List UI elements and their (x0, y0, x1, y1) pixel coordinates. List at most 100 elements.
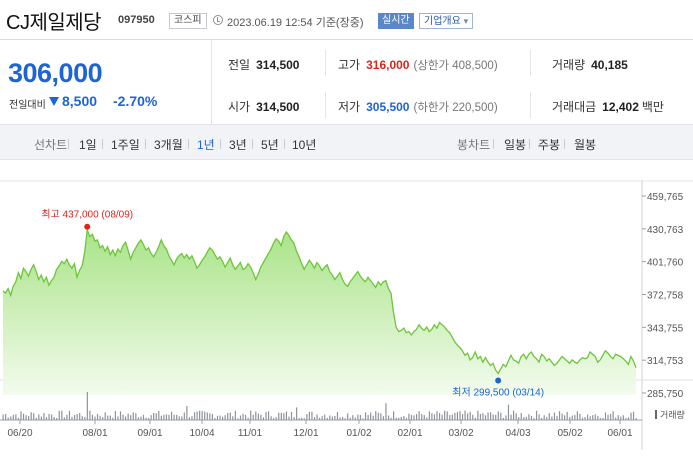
realtime-button[interactable]: 실시간 (378, 13, 414, 29)
x-tick-label: 09/01 (137, 428, 162, 439)
y-tick-label: 343,755 (647, 323, 684, 334)
volume-bar (178, 416, 180, 420)
x-tick-label: 08/01 (82, 428, 107, 439)
volume-bar (566, 411, 568, 420)
volume-bar (275, 417, 277, 420)
volume-bar (627, 417, 630, 420)
volume-bar (551, 416, 553, 420)
tab-1w[interactable]: 1주일 (111, 138, 140, 152)
stat-value: 305,500 (366, 100, 410, 114)
tab-3y[interactable]: 3년 (229, 138, 247, 152)
volume-bar (196, 411, 198, 420)
price-chart[interactable]: 459,765 430,763 401,760 372,758 343,755 314,7… (0, 180, 693, 475)
volume-bar (173, 414, 175, 420)
volume-bar (490, 412, 492, 420)
period-bar: 선차트 1일 1주일 3개월 1년 3년 5년 10년 봉차트 일봉 주봉 월봉 (0, 124, 693, 160)
y-tick: 372,758 (642, 291, 684, 302)
volume-bar (477, 410, 479, 420)
price-area (3, 229, 636, 395)
volume-bar (467, 413, 469, 420)
tab-1d[interactable]: 1일 (79, 138, 97, 152)
tab-5y[interactable]: 5년 (261, 138, 279, 152)
volume-bar (219, 415, 221, 420)
x-tick: 06/01 (607, 420, 633, 439)
volume-bar (433, 414, 436, 420)
volume-bar (33, 413, 35, 420)
x-tick: 08/01 (82, 420, 108, 439)
volume-bar (370, 412, 372, 420)
stat-value: 314,500 (256, 58, 300, 72)
volume-bar (114, 411, 117, 420)
y-tick-label: 430,763 (647, 225, 684, 236)
volume-bar (413, 415, 415, 420)
x-tick-label: 11/01 (238, 428, 263, 439)
stat-low: 저가 305,500 (하한가 220,500) (338, 98, 498, 115)
volume-bar (339, 417, 341, 420)
volume-bar (324, 414, 326, 420)
volume-bar (53, 416, 55, 420)
volume-bar (237, 418, 239, 420)
tab-10y[interactable]: 10년 (292, 138, 317, 152)
down-triangle-icon (49, 97, 59, 106)
x-tick: 12/01 (293, 420, 319, 439)
x-tick-label: 01/02 (346, 428, 371, 439)
volume-bar (267, 411, 270, 420)
tab-3m[interactable]: 3개월 (154, 138, 183, 152)
market-badge: 코스피 (169, 13, 207, 29)
upper-limit: (상한가 408,500) (413, 60, 498, 72)
tab-weekly[interactable]: 주봉 (538, 138, 561, 152)
volume-bar (441, 414, 443, 420)
stat-value: 316,000 (366, 58, 410, 72)
volume-bar (520, 413, 522, 420)
line-chart-label: 선차트 (34, 138, 68, 152)
volume-bar (484, 415, 487, 420)
volume-bar (273, 418, 275, 420)
volume-bar (461, 414, 464, 420)
tab-monthly[interactable]: 월봉 (574, 138, 597, 152)
volume-bar (546, 416, 548, 420)
y-tick: 401,760 (642, 258, 684, 269)
volume-bar (395, 417, 397, 420)
volume-bar (206, 412, 208, 420)
volume-bar (73, 415, 76, 420)
volume-bar (278, 412, 280, 420)
volume-bar (214, 418, 216, 420)
volume-bar (244, 414, 247, 420)
stat-label: 전일 (228, 58, 251, 72)
volume-bar (257, 413, 259, 420)
tab-daily[interactable]: 일봉 (504, 138, 527, 152)
volume-bar (107, 415, 109, 420)
volume-bar (22, 413, 25, 420)
volume-legend-icon (655, 410, 657, 419)
volume-bar (10, 416, 12, 420)
volume-bar (579, 413, 581, 420)
volume-bar (50, 414, 53, 420)
volume-bar (609, 413, 612, 420)
volume-bar (390, 417, 392, 420)
volume-bar (91, 414, 94, 420)
volume-bar (357, 414, 359, 420)
volume-bar (30, 412, 32, 420)
volume-bar (612, 411, 614, 420)
volume-bar (558, 411, 561, 420)
volume-bar (170, 411, 173, 420)
volume-bar (2, 414, 4, 420)
volume-bar (451, 414, 453, 420)
x-tick-label: 12/01 (293, 428, 318, 439)
volume-bar (459, 411, 461, 420)
volume-bar (183, 412, 185, 420)
stat-value: 314,500 (256, 100, 300, 114)
volume-bar (632, 411, 635, 420)
volume-bar (576, 411, 578, 420)
volume-bar (7, 417, 9, 420)
min-marker (495, 377, 502, 384)
company-info-dropdown[interactable]: 기업개요 ▾ (419, 13, 474, 29)
candle-chart-label: 봉차트 (457, 138, 491, 152)
volume-bar (38, 414, 40, 420)
volume-bar (592, 415, 594, 420)
tab-1y[interactable]: 1년 (197, 138, 215, 152)
volume-bar (147, 417, 150, 420)
volume-bar (201, 411, 203, 420)
volume-bar (176, 414, 178, 420)
volume-bar (142, 414, 145, 420)
